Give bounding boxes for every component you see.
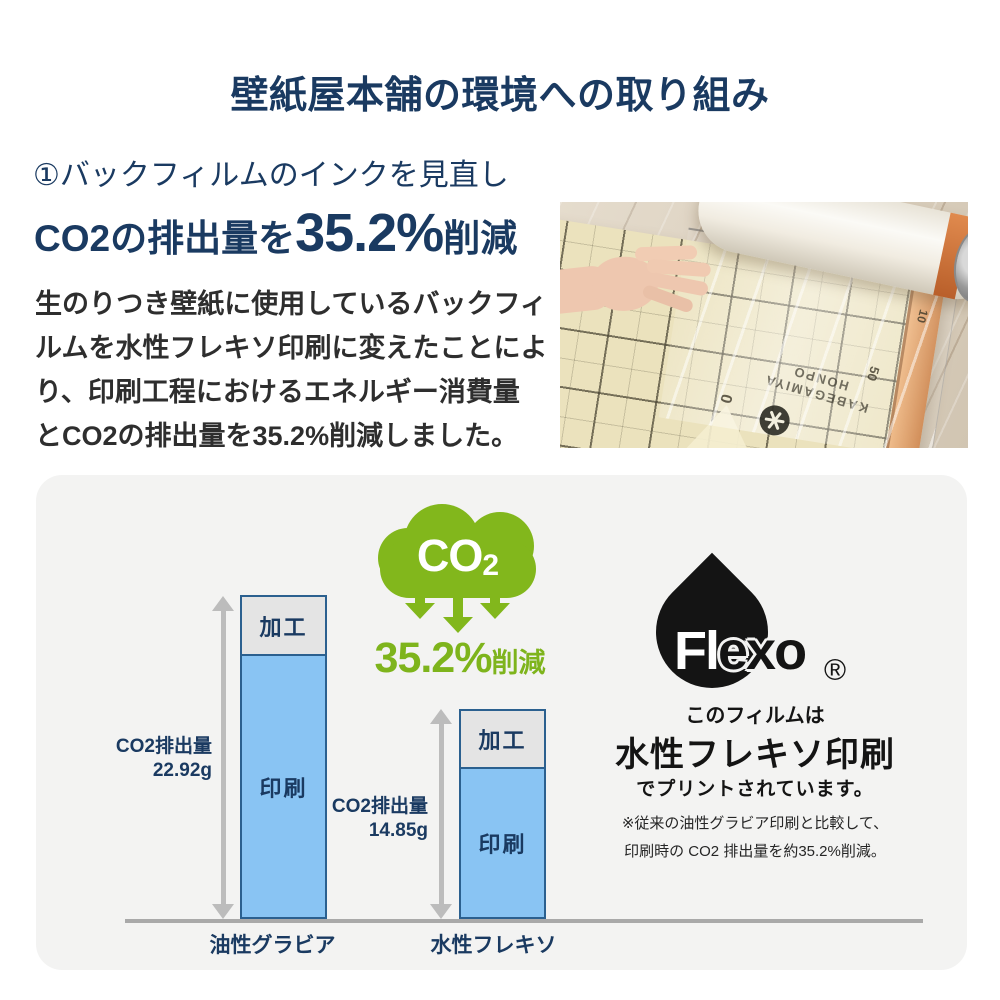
down-arrow-icon	[443, 591, 473, 633]
co2-cloud-text: CO 2	[416, 530, 500, 582]
down-arrow-icon	[405, 591, 435, 619]
segment-label: 加工	[478, 728, 527, 753]
bar-segment-printing: 印刷	[459, 769, 546, 919]
section-heading: ①バックフィルムのインクを見直し	[33, 159, 509, 192]
category-label-oil: 油性グラビア	[209, 934, 336, 957]
hand	[560, 220, 717, 346]
segment-label: 印刷	[259, 775, 308, 801]
down-arrow-icon	[480, 591, 510, 619]
film-logo-mark-icon	[757, 403, 792, 438]
co2-cloud-icon: CO 2	[378, 504, 538, 598]
flexo-brand-text: Flexo	[674, 621, 807, 681]
film-brand-text: KABEGAMIYA HONPO	[762, 363, 871, 417]
flexo-footnote-1: ※従来の油性グラビア印刷と比較して、	[621, 815, 889, 832]
measure-arrow-left	[211, 596, 235, 919]
intro-body-line: 生のりつき壁紙に使用しているバックフィ	[35, 289, 547, 319]
category-label-water: 水性フレキソ	[430, 934, 557, 957]
page-title: 壁紙屋本舗の環境への取り組み	[230, 75, 770, 117]
bar-water-flexo: 加工 印刷	[459, 709, 546, 919]
flexo-caption-2: 水性フレキソ印刷	[615, 736, 895, 774]
product-photo: KABEGAMIYA HONPO 10 50 0	[560, 202, 968, 448]
flexo-caption-1: このフィルムは	[685, 705, 825, 727]
intro-body-line: り、印刷工程におけるエネルギー消費量	[35, 377, 520, 407]
bar-segment-processing: 加工	[240, 595, 327, 656]
stat-value: 35.2%	[295, 203, 444, 263]
flexo-footnote-2: 印刷時の CO2 排出量を約35.2%削減。	[624, 843, 886, 860]
value-label-water: CO2排出量 14.85g	[331, 796, 428, 841]
flexo-logo: Flexo ®	[632, 550, 864, 712]
chart-baseline	[125, 919, 923, 923]
measure-arrow-right	[429, 709, 453, 919]
stat-suffix: 削減	[443, 218, 518, 259]
reduction-annotation: 35.2% 削減	[374, 634, 546, 682]
bar-segment-processing: 加工	[459, 709, 546, 769]
intro-body-line: ルムを水性フレキソ印刷に変えたことによ	[35, 333, 548, 363]
segment-label: 加工	[259, 614, 308, 640]
intro-body: 生のりつき壁紙に使用しているバックフィ ルムを水性フレキソ印刷に変えたことによ …	[35, 282, 565, 458]
ruler-number: 10	[913, 307, 931, 325]
segment-label: 印刷	[478, 832, 527, 857]
registered-mark: ®	[824, 654, 847, 687]
intro-body-line: とCO2の排出量を35.2%削減しました。	[35, 421, 519, 451]
value-label-oil: CO2排出量 22.92g	[115, 736, 212, 781]
ruler-number: 50	[864, 364, 883, 383]
stat-line: CO2の排出量を 35.2% 削減	[34, 202, 517, 264]
bar-segment-printing: 印刷	[240, 656, 327, 919]
ruler-number: 0	[716, 392, 735, 405]
bar-oil-gravure: 加工 印刷	[240, 595, 327, 919]
flexo-caption-3: でプリントされています。	[636, 779, 874, 800]
stat-prefix: CO2の排出量を	[34, 218, 296, 259]
